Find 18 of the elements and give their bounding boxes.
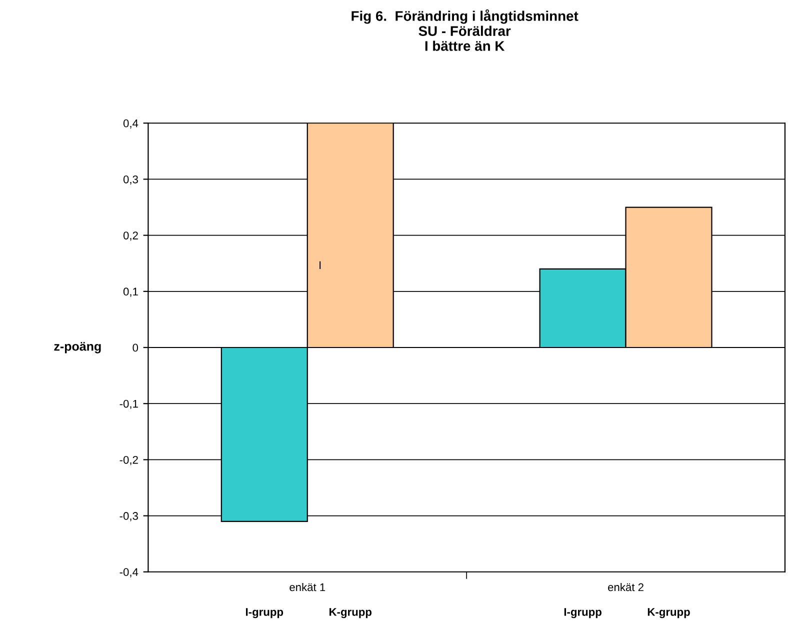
text: I-grupp bbox=[246, 608, 284, 618]
text: I-grupp bbox=[564, 608, 602, 618]
y-tick-label: -0,1 bbox=[120, 400, 138, 410]
y-tick-label: 0 bbox=[132, 344, 138, 352]
y-axis-title: z-poäng bbox=[54, 342, 101, 354]
x-tick-label: enkät 1 bbox=[290, 582, 326, 592]
text: K-grupp bbox=[330, 608, 372, 618]
y-tick-label: -0,3 bbox=[120, 512, 138, 522]
y-tick-label: 0,3 bbox=[123, 175, 138, 185]
annotation: I bbox=[320, 261, 321, 269]
x-tick-label: enkät 2 bbox=[608, 582, 644, 592]
y-tick-label: -0,4 bbox=[120, 568, 138, 578]
y-tick-label: 0,4 bbox=[123, 119, 138, 129]
y-tick-label: 0,1 bbox=[123, 288, 138, 297]
y-tick-label: 0,2 bbox=[123, 232, 138, 241]
text: K-grupp bbox=[648, 608, 690, 618]
y-tick-label: -0,2 bbox=[120, 456, 138, 466]
chart-title: Fig 6. Förändring i långtidsminnet SU - Föräldrar I bättre än K bbox=[352, 9, 578, 51]
